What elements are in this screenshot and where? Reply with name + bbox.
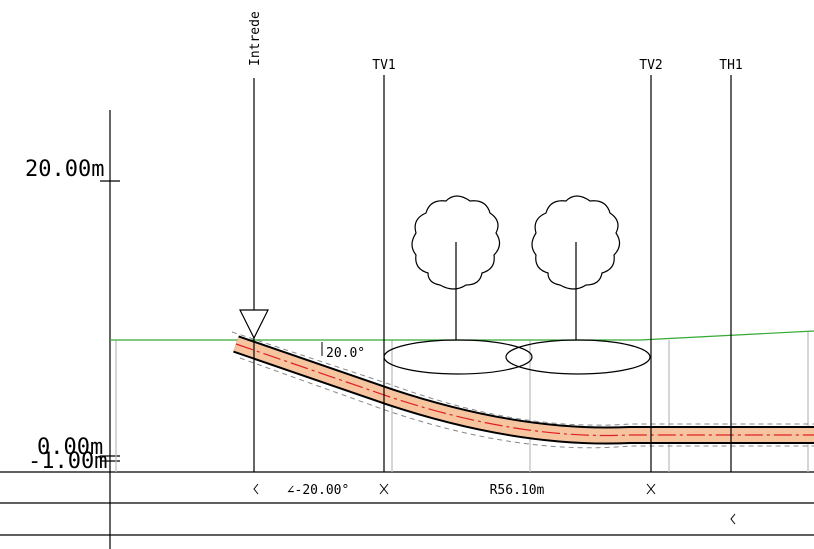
table-markers [253,483,736,525]
table-lines [0,471,814,536]
vertical-axis [100,110,120,549]
drill-pipe [231,331,814,449]
ground-line [110,330,814,341]
radius-value: R56.10m [490,483,545,498]
trees [383,195,651,375]
axis-label: -1.00m [28,449,107,474]
axis-label: 0.00m [37,435,103,460]
marker-label: TV2 [639,58,662,73]
marker-label: Intrede [248,11,263,66]
station-lines [115,332,809,472]
marker-lines [253,75,732,472]
axis-label: 20.00m [25,157,104,182]
angle-value: ∠-20.00° [287,483,350,498]
angle-label: 20.0° [326,346,365,361]
marker-label: TV1 [372,58,395,73]
entry-triangle [239,309,269,340]
marker-label: TH1 [719,58,742,73]
